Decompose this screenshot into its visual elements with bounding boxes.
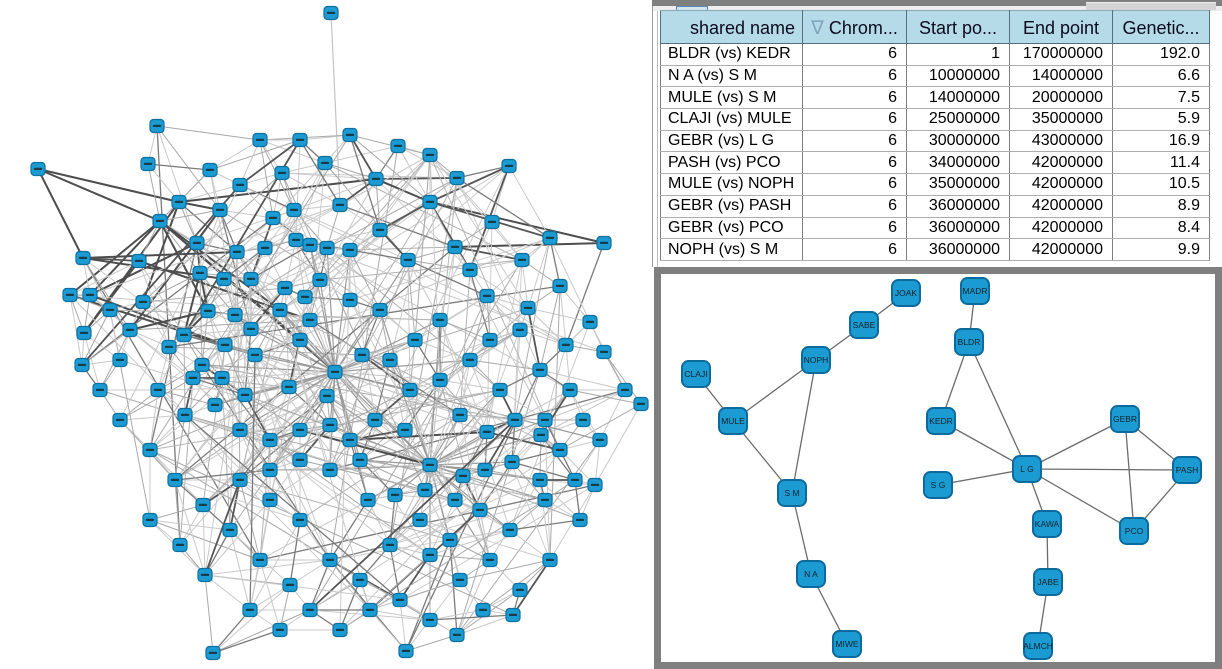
svg-text:N A: N A — [804, 569, 818, 579]
svg-text:L G: L G — [1020, 464, 1033, 474]
svg-text:MIWE: MIWE — [835, 639, 858, 649]
svg-text:S G: S G — [931, 480, 946, 490]
svg-text:CLAJI: CLAJI — [684, 369, 707, 379]
svg-text:S M: S M — [784, 488, 799, 498]
svg-text:NOPH: NOPH — [804, 355, 829, 365]
svg-text:KEDR: KEDR — [929, 416, 953, 426]
svg-text:MULE: MULE — [721, 416, 745, 426]
svg-text:PASH: PASH — [1176, 465, 1199, 475]
svg-text:JOAK: JOAK — [895, 288, 918, 298]
svg-text:SABE: SABE — [853, 320, 876, 330]
svg-text:JABE: JABE — [1037, 577, 1059, 587]
svg-text:ALMCH: ALMCH — [1023, 641, 1053, 651]
svg-text:BLDR: BLDR — [958, 337, 981, 347]
svg-text:KAWA: KAWA — [1035, 519, 1060, 529]
svg-text:MADR: MADR — [962, 286, 987, 296]
svg-text:PCO: PCO — [1125, 526, 1144, 536]
svg-text:GEBR: GEBR — [1113, 414, 1137, 424]
